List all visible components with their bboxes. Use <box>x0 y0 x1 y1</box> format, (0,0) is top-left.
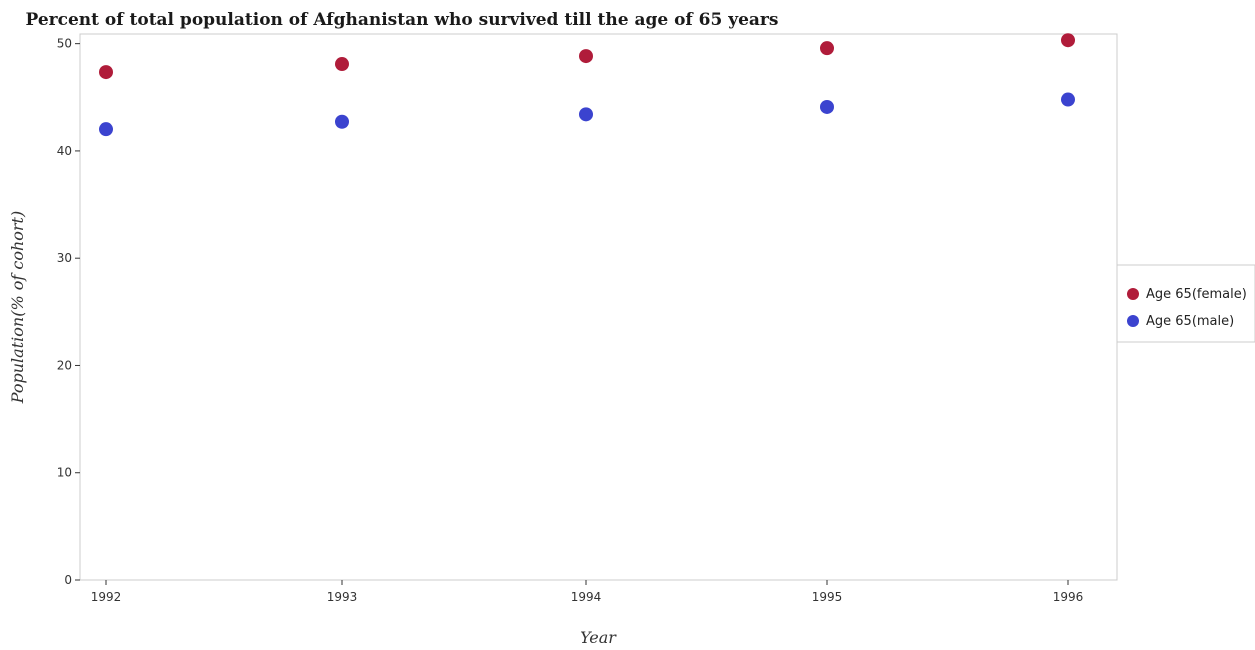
point-male <box>335 114 349 129</box>
x-tick-label: 1993 <box>327 590 358 604</box>
point-male <box>1061 92 1075 107</box>
legend-label: Age 65(male) <box>1146 314 1234 329</box>
x-tick-label: 1992 <box>91 590 122 604</box>
point-female <box>99 65 113 80</box>
chart-title: Percent of total population of Afghanist… <box>26 10 779 30</box>
x-axis-label: Year <box>580 628 617 647</box>
plot-area <box>79 33 1118 581</box>
point-male <box>99 122 113 137</box>
y-tick-label: 20 <box>57 358 72 372</box>
data-points <box>99 33 1075 137</box>
x-tick-label: 1994 <box>571 590 602 604</box>
y-axis: 0 10 20 30 40 50 <box>57 37 80 587</box>
y-tick-label: 30 <box>57 251 72 265</box>
x-axis: 1992 1993 1994 1995 1996 <box>91 580 1084 604</box>
point-male <box>579 107 593 122</box>
legend-box <box>1116 264 1255 343</box>
y-tick-label: 50 <box>57 37 72 51</box>
point-female <box>820 41 834 56</box>
legend-label: Age 65(female) <box>1146 287 1247 302</box>
point-female <box>579 49 593 64</box>
point-male <box>820 99 834 114</box>
y-tick-label: 10 <box>57 466 72 480</box>
legend-marker-female <box>1127 288 1139 300</box>
legend: Age 65(female) Age 65(male) <box>1116 264 1255 343</box>
point-female <box>1061 33 1075 48</box>
y-axis-label: Population(% of cohort) <box>8 211 27 404</box>
x-tick-label: 1995 <box>812 590 843 604</box>
point-female <box>335 57 349 72</box>
y-tick-label: 0 <box>64 573 72 587</box>
legend-marker-male <box>1127 315 1139 327</box>
y-tick-label: 40 <box>57 144 72 158</box>
x-tick-label: 1996 <box>1053 590 1084 604</box>
